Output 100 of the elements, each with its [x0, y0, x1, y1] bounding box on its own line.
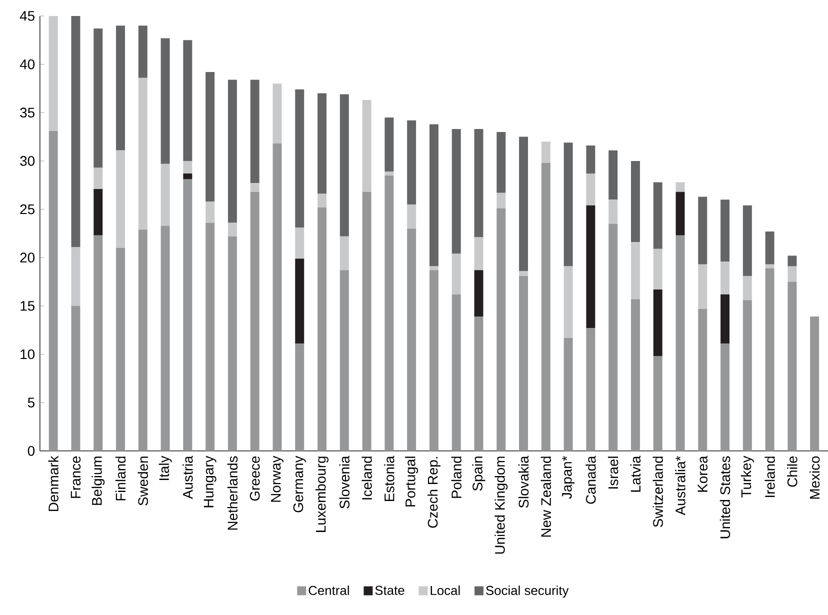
- bar: [519, 137, 528, 272]
- y-tick-label: 5: [28, 398, 34, 408]
- bar: [116, 150, 125, 248]
- bar: [474, 270, 484, 317]
- x-tick-label: Latvia: [630, 456, 641, 492]
- y-tick-label: 20: [20, 252, 35, 263]
- bar: [429, 124, 438, 267]
- x-tick-label: Canada: [586, 456, 596, 504]
- bar: [295, 90, 304, 228]
- x-tick-label: Norway: [271, 456, 284, 502]
- bar: [362, 192, 372, 452]
- x-tick-label: Poland: [451, 456, 462, 498]
- bar: [474, 238, 484, 270]
- bar: [698, 264, 708, 310]
- bar: [272, 84, 282, 144]
- legend-label: State: [375, 586, 404, 596]
- bar: [653, 290, 662, 356]
- y-tick-label: 25: [20, 204, 34, 214]
- x-tick-label: Hungary: [204, 456, 216, 508]
- bar: [228, 80, 237, 224]
- legend-label: Local: [430, 586, 460, 596]
- bar: [206, 202, 215, 224]
- x-tick-label: Italy: [158, 456, 172, 480]
- x-tick-label: Spain: [472, 456, 486, 491]
- bar: [318, 94, 326, 194]
- x-tick-label: Mexico: [809, 456, 820, 499]
- bar: [160, 38, 170, 164]
- bar: [272, 144, 282, 452]
- x-tick-label: Turkey: [740, 456, 754, 498]
- x-tick-label: Estonia: [384, 456, 394, 502]
- x-tick-label: Slovenia: [339, 456, 350, 509]
- bar: [586, 206, 596, 328]
- bar: [765, 268, 774, 452]
- bar: [48, 16, 58, 132]
- bar: [676, 182, 685, 192]
- x-tick-label: United States: [720, 456, 730, 538]
- x-tick-label: Chile: [787, 456, 798, 487]
- bar: [564, 338, 573, 452]
- bar: [496, 193, 506, 209]
- x-tick-label: Switzerland: [652, 456, 663, 528]
- x-tick-label: Greece: [250, 456, 260, 501]
- bar: [564, 266, 573, 338]
- bar: [94, 28, 103, 168]
- x-tick-label: Finland: [115, 456, 126, 500]
- bar: [362, 100, 372, 192]
- x-tick-label: Netherlands: [227, 456, 238, 530]
- bar: [295, 228, 304, 259]
- bar: [452, 294, 461, 452]
- bar: [810, 316, 820, 452]
- bar: [720, 344, 730, 452]
- bar: [116, 26, 125, 151]
- bar: [586, 328, 596, 452]
- bar: [608, 150, 618, 200]
- bar: [698, 309, 708, 452]
- x-tick-label: Germany: [293, 456, 306, 512]
- x-tick-label: Slovakia: [518, 456, 529, 508]
- bar: [742, 206, 752, 276]
- bar: [407, 228, 416, 452]
- bar: [608, 224, 618, 452]
- bar: [720, 262, 730, 295]
- x-tick-label: Sweden: [138, 456, 148, 506]
- bar: [474, 129, 484, 238]
- bar: [384, 172, 394, 176]
- x-tick-label: France: [70, 456, 81, 498]
- bar: [429, 270, 438, 452]
- bar: [183, 40, 192, 162]
- bar: [138, 78, 148, 230]
- bar: [250, 183, 260, 192]
- bar: [452, 129, 461, 254]
- x-tick-label: Ireland: [764, 456, 775, 498]
- y-tick-label: 30: [20, 156, 35, 166]
- bar: [698, 196, 708, 265]
- bar: [116, 248, 125, 452]
- bar: [183, 161, 192, 174]
- bar: [630, 161, 640, 242]
- bar: [250, 80, 260, 184]
- bar: [586, 146, 596, 174]
- bar: [742, 300, 752, 452]
- bar: [541, 163, 550, 452]
- x-tick-label: New Zealand: [540, 456, 552, 537]
- bar: [94, 168, 103, 190]
- bar: [407, 204, 416, 229]
- bar: [228, 236, 237, 452]
- legend-label: Social security: [486, 586, 569, 598]
- bar: [653, 356, 662, 452]
- x-tick-label: Denmark: [48, 456, 58, 512]
- bar: [765, 232, 774, 265]
- x-tick-label: United Kingdom: [494, 456, 508, 554]
- bar: [788, 266, 797, 282]
- bar: [720, 200, 730, 262]
- bar: [206, 72, 215, 202]
- bar: [295, 258, 304, 344]
- bar: [653, 249, 662, 290]
- bar: [160, 226, 170, 452]
- bar: [676, 192, 685, 236]
- bar: [71, 306, 80, 452]
- legend-label: Central: [308, 586, 349, 596]
- bar: [653, 182, 662, 250]
- bar: [206, 223, 215, 452]
- x-tick-label: Czech Rep.: [427, 457, 440, 528]
